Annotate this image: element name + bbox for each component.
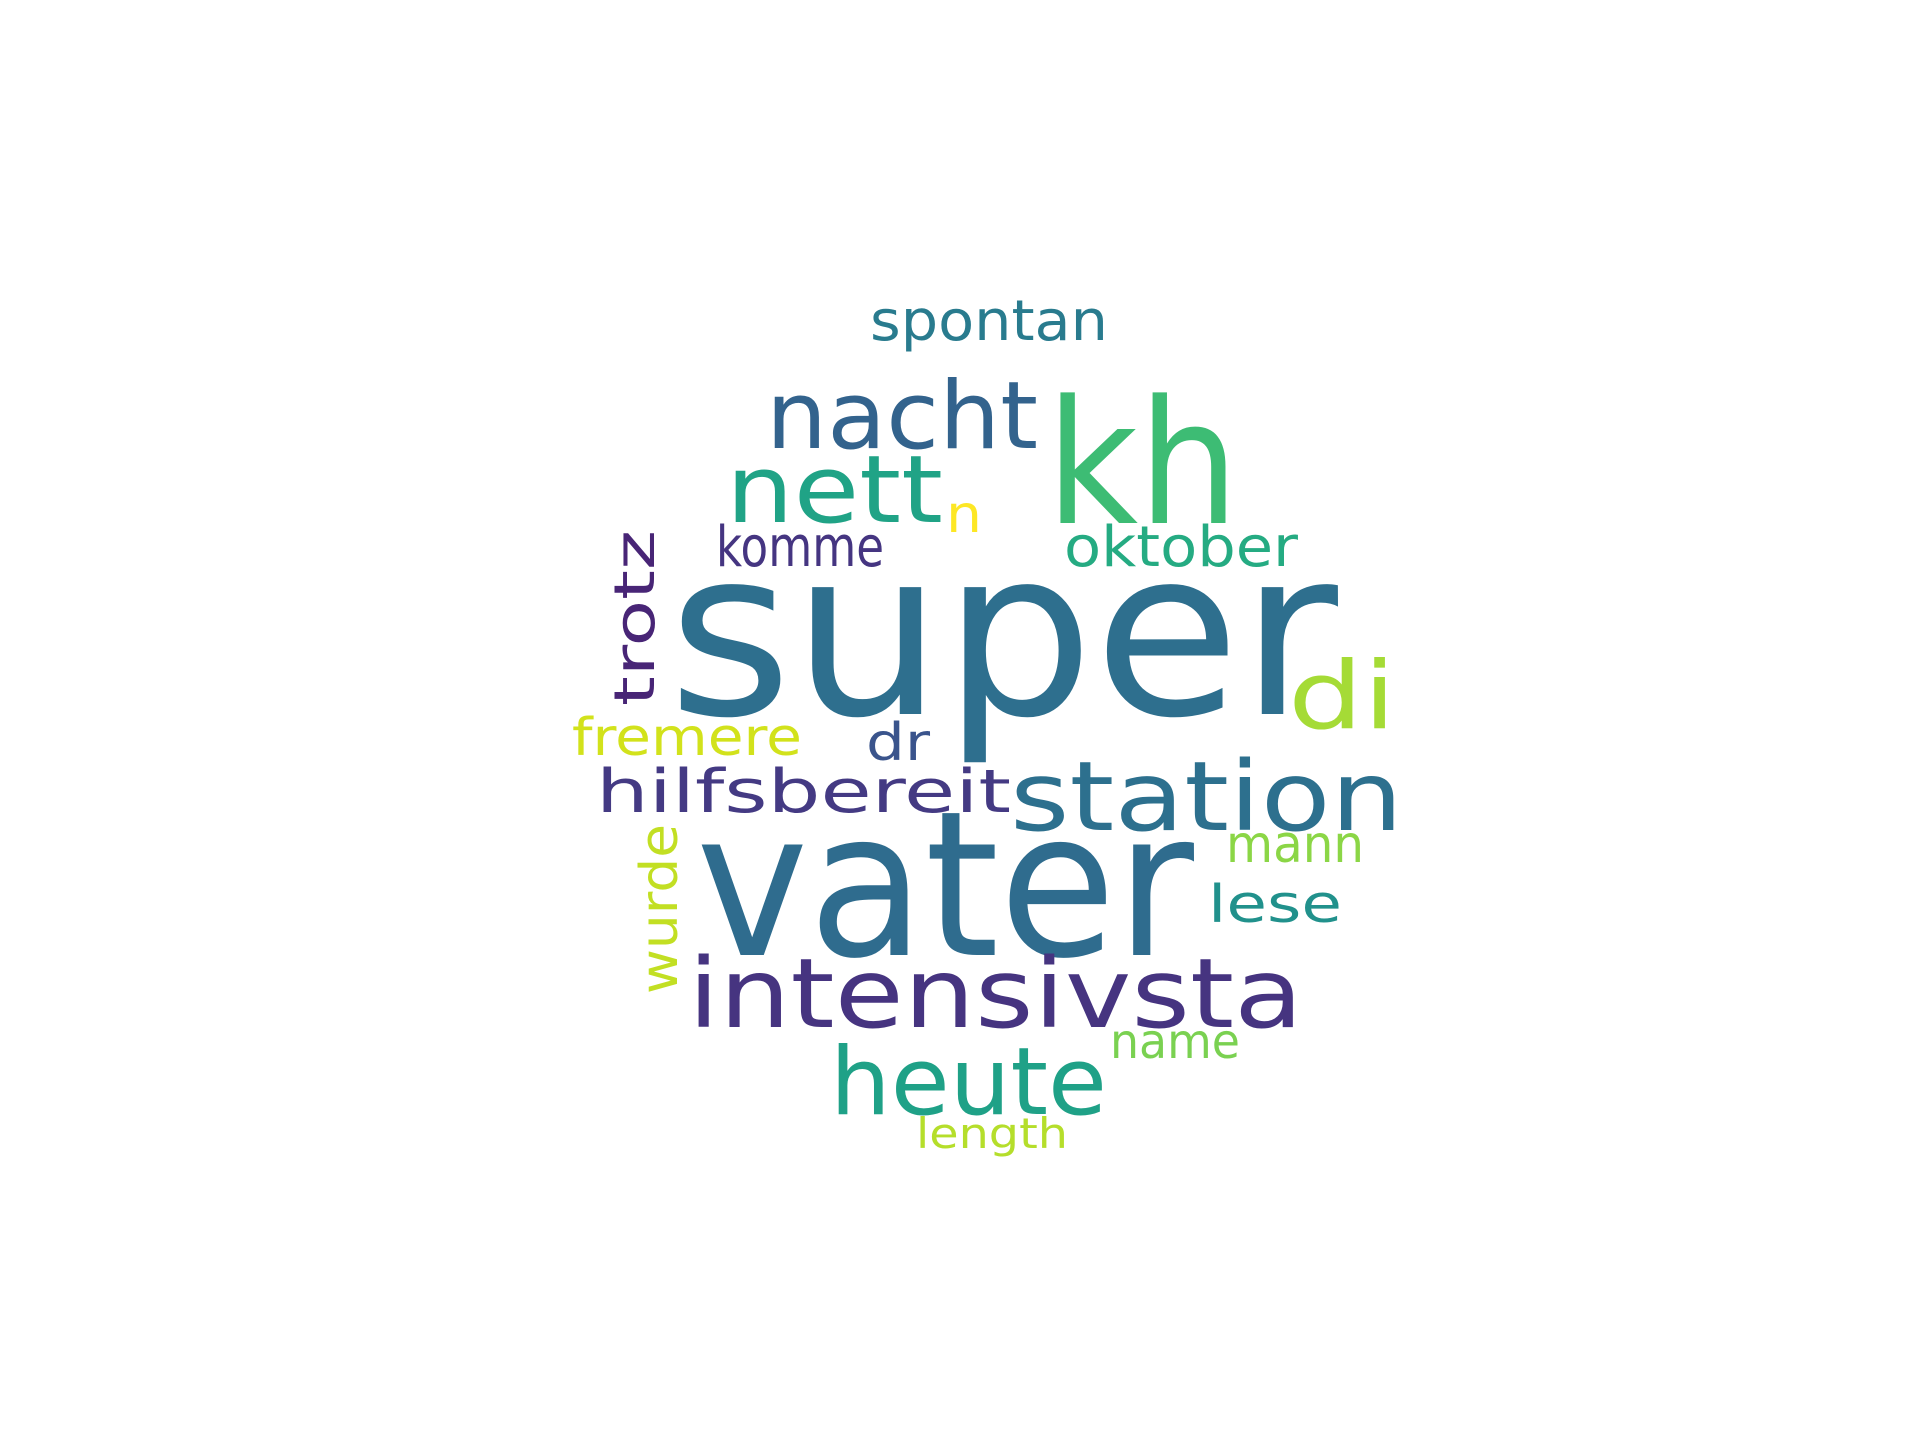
word-di: di xyxy=(1288,642,1396,751)
word-kh: kh xyxy=(1046,363,1239,564)
word-trotz: trotz xyxy=(603,530,668,706)
word-komme: komme xyxy=(716,515,884,580)
word-wurde: wurde xyxy=(630,824,690,994)
word-station: station xyxy=(1010,741,1403,853)
word-super: super xyxy=(668,499,1339,769)
word-vater: vater xyxy=(696,767,1195,1003)
word-lese: lese xyxy=(1208,875,1342,935)
word-name: name xyxy=(1110,1014,1240,1070)
word-dr: dr xyxy=(866,713,931,773)
word-intensivsta: intensivsta xyxy=(688,938,1303,1050)
word-nacht: nacht xyxy=(766,362,1038,471)
word-fremere: fremere xyxy=(572,708,802,768)
word-heute: heute xyxy=(830,1028,1107,1137)
word-hilfsbereit: hilfsbereit xyxy=(596,757,1011,827)
word-oktober: oktober xyxy=(1064,515,1299,580)
word-mann: mann xyxy=(1226,815,1364,875)
word-n: n xyxy=(946,485,982,545)
word-spontan: spontan xyxy=(870,289,1108,354)
word-nett: nett xyxy=(726,436,943,545)
word-length: length xyxy=(916,1109,1068,1158)
